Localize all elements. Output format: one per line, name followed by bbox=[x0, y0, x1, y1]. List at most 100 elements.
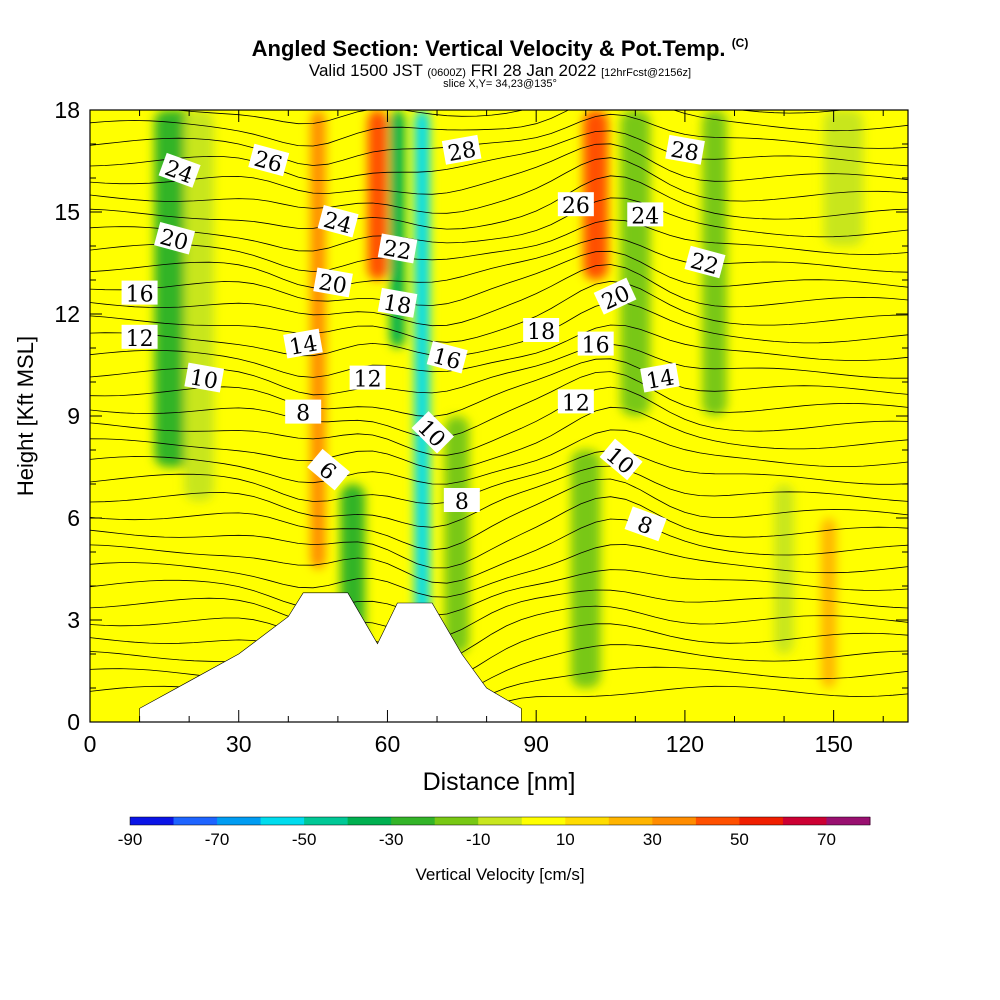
contour-label: 18 bbox=[523, 318, 560, 345]
colorbar-tick-label: -30 bbox=[379, 830, 404, 849]
theta-contour-line bbox=[90, 302, 908, 357]
colorbar-swatch bbox=[217, 817, 262, 825]
theta-contour-line bbox=[90, 465, 908, 528]
colorbar-tick-label: 50 bbox=[730, 830, 749, 849]
theta-contour-line bbox=[90, 157, 908, 214]
contour-label-text: 24 bbox=[631, 204, 659, 229]
copyright-tag: (C) bbox=[731, 36, 749, 50]
velocity-band-14 bbox=[823, 110, 864, 246]
theta-contour-line bbox=[90, 544, 908, 598]
valid-date: FRI 28 Jan 2022 bbox=[470, 61, 597, 80]
contour-label: 28 bbox=[665, 134, 705, 167]
colorbar-swatch bbox=[434, 817, 479, 825]
contour-label-text: 28 bbox=[669, 138, 701, 167]
theta-contour-line bbox=[90, 110, 908, 147]
theta-contour-line bbox=[90, 219, 908, 273]
velocity-band-6 bbox=[414, 110, 430, 620]
theta-contour-line bbox=[173, 110, 846, 125]
theta-contour-line bbox=[90, 175, 908, 230]
colorbar-swatch bbox=[347, 817, 392, 825]
theta-contour-line bbox=[90, 197, 908, 252]
y-axis-label: Height [Kft MSL] bbox=[13, 336, 38, 496]
velocity-band-8 bbox=[583, 110, 609, 280]
contour-label-text: 8 bbox=[455, 490, 469, 515]
colorbar-swatch bbox=[565, 817, 610, 825]
theta-contour-line bbox=[90, 343, 908, 396]
y-tick-label: 6 bbox=[67, 505, 80, 531]
colorbar-swatch bbox=[304, 817, 349, 825]
y-tick-label: 18 bbox=[54, 97, 80, 123]
y-tick-label: 0 bbox=[67, 709, 80, 735]
contour-label-text: 28 bbox=[446, 138, 478, 167]
contour-label-bg bbox=[599, 438, 643, 481]
contour-label: 8 bbox=[285, 399, 322, 427]
colorbar-tick-label: -10 bbox=[466, 830, 491, 849]
y-tick-label: 12 bbox=[54, 301, 80, 327]
theta-contour-line bbox=[90, 237, 908, 289]
contour-label: 8 bbox=[443, 488, 480, 515]
theta-contour-line bbox=[90, 324, 908, 378]
contour-label-bg bbox=[593, 277, 637, 315]
theta-contour-line bbox=[90, 406, 908, 471]
contour-label: 16 bbox=[577, 331, 614, 359]
contour-label: 24 bbox=[317, 204, 359, 239]
colorbar-swatch bbox=[608, 817, 653, 825]
contour-label-bg bbox=[627, 202, 664, 227]
contour-label-bg bbox=[184, 362, 225, 393]
chart-title: Angled Section: Vertical Velocity & Pot.… bbox=[0, 36, 1000, 62]
theta-contour-line bbox=[90, 386, 908, 456]
x-tick-label: 60 bbox=[375, 731, 401, 757]
valid-time: Valid 1500 JST bbox=[308, 61, 423, 80]
theta-contour-line bbox=[90, 478, 908, 551]
valid-utc: (0600Z) bbox=[427, 67, 466, 79]
contour-label: 18 bbox=[377, 287, 418, 320]
theta-contour-line bbox=[90, 589, 908, 639]
colorbar-swatch bbox=[130, 817, 175, 825]
colorbar-swatch bbox=[391, 817, 436, 825]
x-axis-label: Distance [nm] bbox=[423, 768, 576, 796]
contour-label-bg bbox=[377, 233, 418, 264]
contour-label: 24 bbox=[627, 202, 664, 229]
contour-label-bg bbox=[665, 134, 705, 165]
colorbar-label: Vertical Velocity [cm/s] bbox=[415, 865, 584, 884]
contour-label-bg bbox=[411, 411, 454, 454]
colorbar-swatch bbox=[739, 817, 784, 825]
contour-label-text: 18 bbox=[381, 291, 413, 320]
contour-label-bg bbox=[443, 488, 480, 512]
contour-label-bg bbox=[285, 399, 322, 424]
contour-label-text: 18 bbox=[527, 320, 555, 345]
colorbar-tick-label: 30 bbox=[643, 830, 662, 849]
theta-contour-line bbox=[90, 429, 908, 485]
terrain-mask bbox=[139, 592, 522, 722]
colorbar-swatch bbox=[173, 817, 218, 825]
theta-contour-line bbox=[90, 113, 908, 166]
contour-label-bg bbox=[684, 245, 726, 279]
theta-contour-line bbox=[90, 518, 908, 584]
colorbar-swatch bbox=[521, 817, 566, 825]
contour-label-text: 12 bbox=[354, 368, 382, 393]
contour-label-bg bbox=[317, 204, 359, 238]
theta-contour-line bbox=[90, 280, 908, 343]
y-tick-label: 9 bbox=[67, 403, 80, 429]
contour-label-text: 14 bbox=[644, 365, 676, 394]
x-tick-label: 90 bbox=[523, 731, 549, 757]
contour-label: 8 bbox=[624, 506, 667, 542]
theta-contour-line bbox=[90, 569, 908, 616]
colorbar-swatch bbox=[826, 817, 871, 825]
velocity-band-5 bbox=[389, 110, 405, 348]
axes: 0 30 60 90 120 150 0 3 6 9 12 15 18 Distance [nm] Heig… bbox=[13, 97, 909, 796]
contour-label-bg bbox=[154, 221, 196, 255]
theta-contour-line bbox=[90, 496, 908, 569]
x-tick-label: 30 bbox=[226, 731, 252, 757]
theta-contours bbox=[90, 110, 908, 722]
x-tick-label: 120 bbox=[666, 731, 704, 757]
velocity-band-7 bbox=[444, 416, 470, 654]
theta-contour-line bbox=[90, 264, 908, 327]
contour-label-bg bbox=[377, 287, 418, 318]
contour-label-text: 8 bbox=[296, 402, 310, 427]
contour-label: 12 bbox=[121, 324, 158, 352]
colorbar-tick-label: -70 bbox=[205, 830, 230, 849]
colorbar-swatch bbox=[260, 817, 305, 825]
